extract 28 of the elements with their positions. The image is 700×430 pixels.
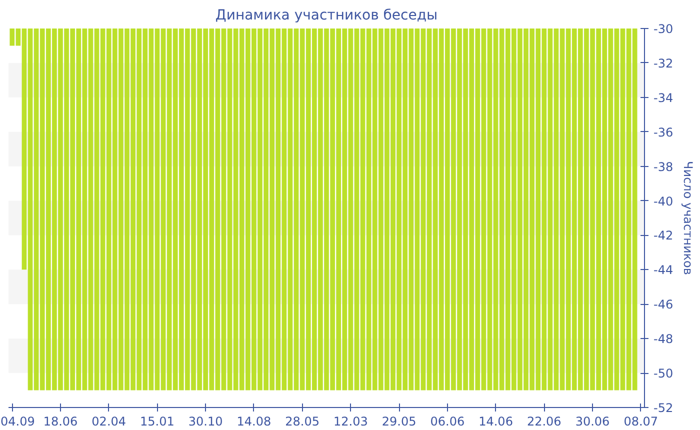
x-tick-label: 30.06: [575, 414, 610, 428]
y-tick-label: -46: [654, 298, 674, 312]
x-tick-label: 12.03: [334, 414, 368, 428]
y-tick-label: -30: [654, 22, 674, 36]
x-tick-label: 06.06: [430, 414, 465, 428]
y-tick-label: -42: [654, 228, 674, 243]
x-tick-label: 18.06: [43, 414, 78, 428]
x-tick-label: 04.09: [0, 414, 35, 428]
y-axis-title: Число участников: [681, 161, 696, 275]
y-tick-label: -36: [654, 125, 674, 140]
y-tick-label: -34: [654, 90, 674, 105]
y-tick-label: -32: [654, 56, 674, 70]
x-tick-label: 15.01: [140, 414, 174, 428]
y-tick-label: -50: [654, 366, 674, 381]
y-tick-label: -38: [654, 160, 674, 174]
x-tick-label: 22.06: [526, 414, 562, 428]
x-tick-label: 30.10: [188, 414, 223, 428]
x-tick-label: 08.07: [624, 414, 658, 428]
x-tick-label: 14.06: [478, 414, 513, 428]
x-tick-label: 02.04: [92, 414, 126, 428]
y-tick-label: -48: [654, 332, 674, 346]
x-tick-label: 14.08: [236, 414, 272, 428]
y-tick-label: -44: [654, 263, 674, 278]
chart-title: Динамика участников беседы: [215, 8, 438, 24]
x-tick-label: 28.05: [285, 414, 320, 428]
x-tick-label: 29.05: [382, 414, 416, 428]
y-tick-label: -52: [654, 401, 674, 415]
y-tick-label: -40: [654, 194, 674, 208]
